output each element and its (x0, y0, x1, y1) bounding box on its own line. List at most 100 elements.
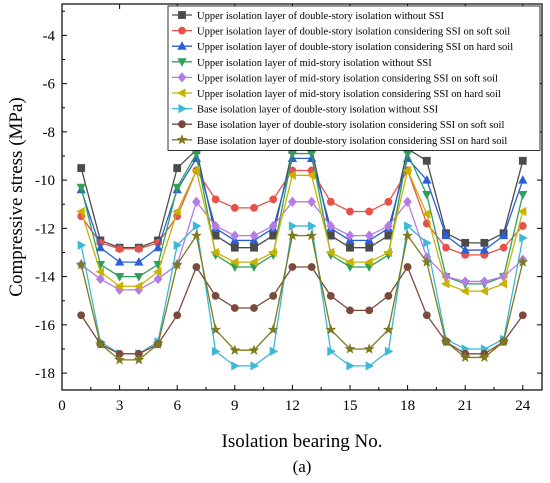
data-point (211, 195, 220, 204)
legend-marker (178, 120, 186, 129)
data-point (384, 220, 393, 232)
data-point (153, 273, 163, 285)
data-point (460, 286, 469, 296)
data-point (249, 230, 259, 241)
data-point (250, 361, 259, 371)
data-point (288, 263, 297, 271)
data-point (96, 273, 105, 285)
data-point (249, 257, 258, 267)
legend-label: Upper isolation layer of double-story is… (197, 11, 445, 22)
x-tick-label: 6 (173, 398, 181, 414)
data-point (230, 304, 239, 312)
data-point (346, 243, 354, 252)
data-point (269, 195, 278, 204)
data-point (518, 191, 528, 200)
legend-item: Upper isolation layer of double-story is… (172, 11, 445, 22)
legend-marker (177, 88, 186, 98)
data-point (460, 245, 470, 254)
x-tick-label: 3 (116, 398, 124, 414)
data-point (114, 257, 125, 266)
series-line (80, 233, 524, 361)
data-point (518, 311, 527, 320)
x-axis-title: Isolation bearing No. (222, 431, 383, 452)
data-point (326, 197, 335, 206)
series-7 (77, 221, 528, 371)
data-point (402, 229, 414, 241)
figure-caption: (a) (293, 457, 312, 476)
legend-item: Upper isolation layer of mid-story isola… (172, 88, 501, 100)
data-point (210, 323, 222, 335)
x-tick-label: 0 (58, 398, 66, 414)
data-point (231, 361, 240, 371)
data-point (346, 207, 354, 216)
y-tick-label: -6 (43, 77, 56, 93)
data-point (152, 338, 164, 349)
data-point (287, 170, 296, 180)
y-tick-label: -8 (43, 125, 56, 141)
data-point (479, 245, 490, 254)
data-point (383, 247, 392, 258)
data-point (307, 263, 316, 271)
legend-label: Base isolation layer of double-story iso… (197, 105, 439, 116)
series-6 (76, 165, 527, 296)
data-point (363, 343, 375, 354)
data-point (344, 343, 356, 354)
data-point (325, 323, 337, 335)
data-point (250, 203, 258, 212)
data-point (134, 244, 143, 253)
data-point (114, 273, 125, 282)
data-point (422, 311, 431, 320)
data-point (76, 206, 85, 217)
data-point (442, 243, 450, 252)
data-point (402, 150, 413, 159)
data-point (345, 230, 355, 241)
data-point (172, 183, 182, 193)
data-point (440, 335, 452, 347)
data-point (499, 243, 508, 252)
data-point (365, 243, 374, 252)
data-point (498, 230, 509, 240)
data-point (192, 221, 202, 231)
data-point (365, 361, 375, 371)
data-point (479, 286, 488, 296)
data-point (384, 197, 393, 206)
x-tick-label: 9 (231, 398, 239, 414)
data-point (421, 209, 431, 219)
data-point (365, 306, 374, 315)
y-tick-label: -12 (35, 221, 55, 237)
data-point (250, 304, 258, 312)
legend-label: Upper isolation layer of mid-story isola… (197, 89, 501, 100)
legend-label: Base isolation layer of double-story iso… (197, 120, 504, 131)
series-3 (76, 153, 528, 266)
data-point (364, 230, 374, 241)
series-line (80, 224, 524, 367)
data-point (269, 346, 279, 357)
data-point (517, 256, 529, 267)
data-point (76, 183, 86, 193)
x-tick-label: 18 (400, 398, 415, 414)
data-point (77, 240, 87, 250)
data-point (173, 164, 182, 172)
data-point (307, 196, 316, 207)
x-tick-label: 24 (515, 398, 531, 414)
legend-marker (176, 134, 188, 145)
legend-marker (178, 11, 186, 19)
data-point (95, 267, 104, 277)
legend-marker (177, 72, 187, 83)
data-point (326, 220, 336, 232)
legend-label: Upper isolation layer of double-story is… (197, 42, 513, 53)
data-point (115, 244, 124, 253)
data-point (326, 292, 335, 300)
data-point (230, 230, 240, 241)
data-point (308, 221, 317, 231)
data-point (268, 247, 277, 258)
legend-item: Upper isolation layer of mid-story isola… (172, 72, 498, 84)
data-point (250, 243, 258, 252)
legend-item: Base isolation layer of double-story iso… (172, 120, 504, 131)
data-point (191, 165, 200, 176)
axis-ticks: 0 3 6 9 12 15 18 21 24 -18 -16 -14 -12 -10 -8 -6 -4 (35, 4, 542, 414)
legend-marker (177, 41, 187, 50)
data-point (422, 156, 431, 165)
data-point (211, 292, 220, 300)
data-point (346, 361, 355, 371)
